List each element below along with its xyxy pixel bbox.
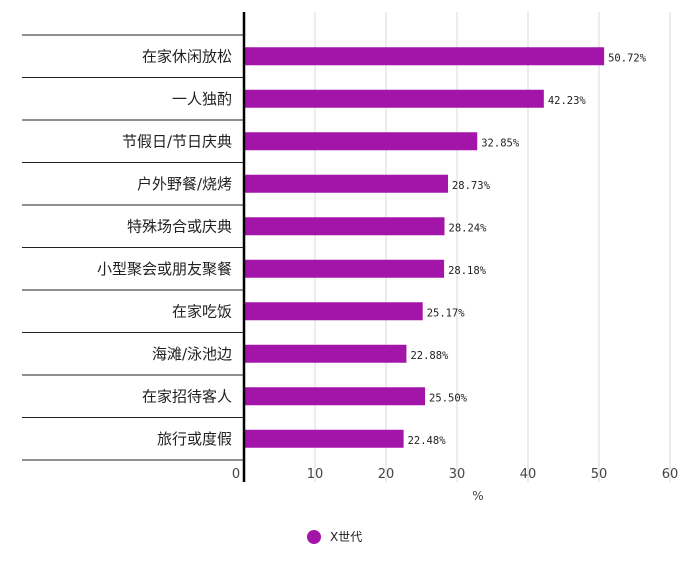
row-lines bbox=[22, 34, 244, 461]
category-label: 节假日/节日庆典 bbox=[122, 132, 232, 150]
bar bbox=[244, 387, 426, 406]
category-label: 在家休闲放松 bbox=[142, 47, 232, 65]
value-label: 42.23% bbox=[548, 95, 587, 107]
bar bbox=[244, 302, 423, 321]
bar bbox=[244, 259, 445, 278]
legend: X世代 bbox=[307, 530, 362, 544]
x-tick-label: 10 bbox=[307, 467, 324, 482]
value-label: 28.73% bbox=[452, 180, 491, 192]
bar bbox=[244, 132, 478, 151]
value-label: 25.17% bbox=[427, 307, 466, 319]
value-label: 25.50% bbox=[429, 392, 468, 404]
value-label: 50.72% bbox=[608, 52, 647, 64]
x-axis-unit: % bbox=[472, 489, 483, 503]
value-label: 22.88% bbox=[410, 350, 449, 362]
value-label: 22.48% bbox=[408, 435, 447, 447]
labels: 0 10 20 30 40 50 60 在家休闲放松 50.72% 一人独酌 42.23% 节假日/节… bbox=[97, 47, 678, 482]
bar bbox=[244, 174, 448, 193]
x-tick-label: 30 bbox=[449, 467, 466, 482]
bar bbox=[244, 429, 404, 448]
legend-label: X世代 bbox=[330, 530, 362, 544]
category-label: 户外野餐/烧烤 bbox=[137, 175, 232, 193]
value-label: 28.24% bbox=[449, 222, 488, 234]
x-tick-label: 0 bbox=[232, 467, 240, 482]
x-tick-label: 60 bbox=[662, 467, 679, 482]
category-label: 特殊场合或庆典 bbox=[127, 217, 232, 235]
category-label: 一人独酌 bbox=[172, 90, 232, 108]
x-tick-label: 40 bbox=[520, 467, 537, 482]
category-label: 在家吃饭 bbox=[172, 302, 232, 320]
bar bbox=[244, 47, 605, 66]
category-label: 小型聚会或朋友聚餐 bbox=[97, 260, 232, 278]
x-tick-label: 20 bbox=[378, 467, 395, 482]
grid-layer bbox=[314, 12, 671, 482]
category-label: 旅行或度假 bbox=[157, 430, 232, 448]
bar bbox=[244, 344, 407, 363]
legend-swatch bbox=[307, 530, 321, 544]
bars bbox=[244, 47, 605, 448]
bar bbox=[244, 217, 445, 236]
category-label: 在家招待客人 bbox=[142, 387, 232, 405]
value-label: 32.85% bbox=[481, 137, 520, 149]
x-tick-label: 50 bbox=[591, 467, 608, 482]
bar bbox=[244, 89, 544, 108]
category-label: 海滩/泳池边 bbox=[152, 345, 232, 363]
value-label: 28.18% bbox=[448, 265, 487, 277]
